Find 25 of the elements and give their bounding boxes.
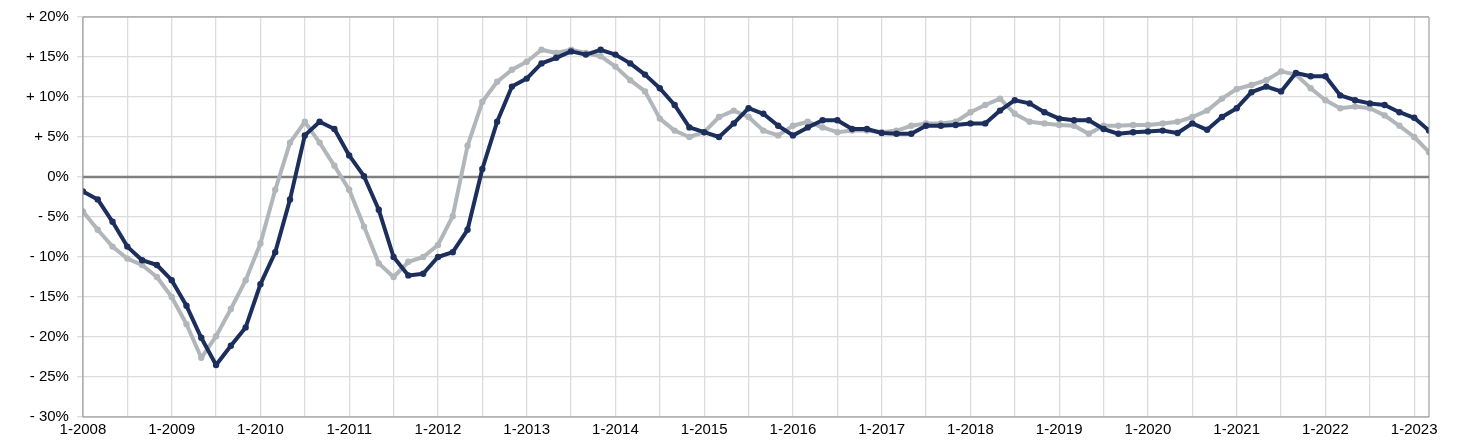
x-tick-label: 1-2015 bbox=[680, 420, 728, 438]
x-tick-label: 1-2023 bbox=[1390, 420, 1438, 438]
x-tick-label: 1-2014 bbox=[592, 420, 639, 438]
y-tick-label: + 15% bbox=[26, 47, 69, 65]
y-tick-label: - 20% bbox=[29, 327, 69, 345]
y-tick-label: + 5% bbox=[34, 127, 69, 145]
x-tick-label: 1-2019 bbox=[1035, 420, 1083, 438]
y-tick-label: - 15% bbox=[29, 287, 69, 305]
x-tick-label: 1-2021 bbox=[1213, 420, 1261, 438]
y-tick-label: - 10% bbox=[29, 247, 69, 265]
x-tick-label: 1-2011 bbox=[326, 420, 372, 438]
x-tick-label: 1-2016 bbox=[769, 420, 817, 438]
y-tick-label: + 10% bbox=[26, 87, 69, 105]
x-tick-label: 1-2013 bbox=[503, 420, 551, 438]
x-tick-label: 1-2017 bbox=[858, 420, 906, 438]
x-tick-label: 1-2012 bbox=[414, 420, 462, 438]
x-tick-label: 1-2022 bbox=[1302, 420, 1349, 438]
y-tick-label: + 20% bbox=[26, 7, 69, 25]
y-tick-label: 0% bbox=[47, 167, 69, 185]
x-tick-label: 1-2020 bbox=[1124, 420, 1172, 438]
x-tick-label: 1-2009 bbox=[148, 420, 196, 438]
x-tick-label: 1-2018 bbox=[947, 420, 994, 438]
y-tick-label: - 25% bbox=[29, 367, 69, 385]
y-tick-label: - 5% bbox=[38, 207, 69, 225]
x-tick-label: 1-2010 bbox=[237, 420, 284, 438]
